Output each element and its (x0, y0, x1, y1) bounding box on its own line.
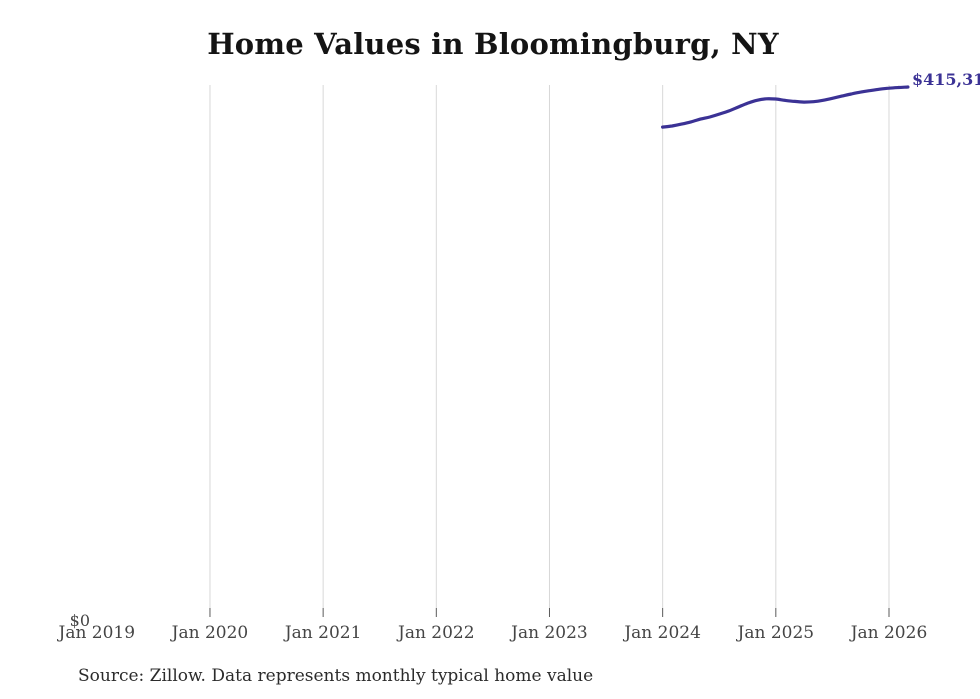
x-axis-label: Jan 2021 (284, 623, 362, 643)
x-axis-label: Jan 2019 (58, 623, 136, 643)
x-axis-label: Jan 2026 (850, 623, 928, 643)
x-axis-label: Jan 2025 (737, 623, 815, 643)
source-note: Source: Zillow. Data represents monthly … (78, 666, 594, 686)
home-value-line (661, 85, 910, 129)
x-axis-label: Jan 2024 (624, 623, 701, 643)
last-value-label: $415,317 (912, 70, 980, 89)
chart-title: Home Values in Bloomingburg, NY (207, 27, 779, 61)
x-axis-label: Jan 2022 (398, 623, 475, 643)
x-axis-label: Jan 2023 (511, 623, 588, 643)
x-axis-label: Jan 2020 (171, 623, 249, 643)
y-axis-zero-label: $0 (69, 611, 90, 630)
